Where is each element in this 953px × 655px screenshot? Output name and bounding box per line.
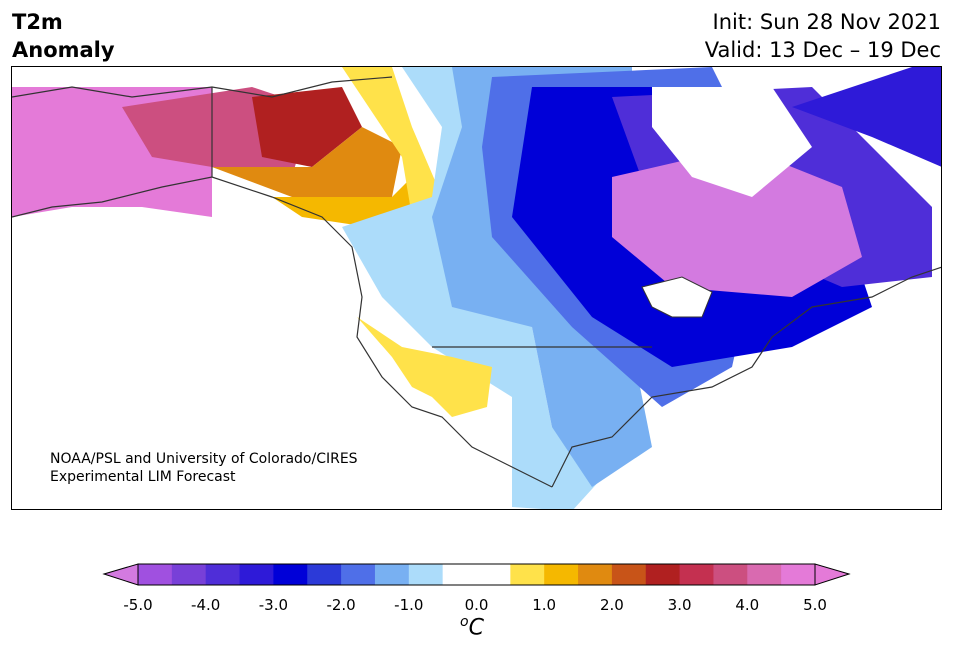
colorbar-tick-label: 3.0: [667, 596, 692, 614]
colorbar-segment: [374, 564, 410, 585]
colorbar-unit: oC: [460, 614, 484, 640]
colorbar-segment: [476, 564, 511, 585]
warm-anomaly-orange: [212, 127, 402, 197]
colorbar-segment: [171, 564, 207, 585]
warm-anomaly-yellow-north: [342, 67, 442, 217]
colorbar-segment: [611, 564, 647, 585]
colorbar-segment: [645, 564, 681, 585]
colorbar-segment: [510, 564, 545, 585]
credit-line-1: NOAA/PSL and University of Colorado/CIRE…: [50, 451, 358, 467]
colorbar-segment: [273, 564, 308, 585]
credit-text: NOAA/PSL and University of Colorado/CIRE…: [50, 450, 358, 486]
unit-celsius: C: [468, 615, 484, 641]
anomaly-map: NOAA/PSL and University of Colorado/CIRE…: [11, 66, 942, 510]
colorbar-tick-label: 4.0: [735, 596, 760, 614]
colorbar-tick-label: -4.0: [191, 596, 221, 614]
init-date: Init: Sun 28 Nov 2021: [712, 10, 941, 34]
warm-anomaly-southwest: [357, 317, 492, 417]
map-title: T2m Anomaly: [12, 8, 115, 64]
forecast-dates: Init: Sun 28 Nov 2021 Valid: 13 Dec – 19…: [705, 8, 941, 64]
colorbar-tick-label: -5.0: [123, 596, 153, 614]
colorbar-segment: [239, 564, 274, 585]
colorbar-segment: [205, 564, 241, 585]
colorbar-tick-label: -2.0: [326, 596, 356, 614]
colorbar-tick-label: -1.0: [394, 596, 424, 614]
coastlines: [12, 76, 941, 488]
colorbar-segment: [679, 564, 714, 585]
colorbar-segment: [408, 564, 444, 585]
colorbar-under-arrow: [102, 563, 139, 586]
colorbar-tick-label: 1.0: [532, 596, 557, 614]
colorbar-outline: [137, 563, 816, 586]
colorbar-tick-label: 2.0: [599, 596, 624, 614]
colorbar-segment: [781, 564, 816, 585]
unit-degree-symbol: o: [460, 614, 469, 630]
colorbar-tick-label: 0.0: [464, 596, 489, 614]
valid-range: Valid: 13 Dec – 19 Dec: [704, 38, 941, 62]
colorbar-segment: [307, 564, 342, 585]
credit-line-2: Experimental LIM Forecast: [50, 469, 236, 485]
colorbar-segment: [747, 564, 782, 585]
colorbar-over-arrow: [814, 563, 851, 586]
hudson-bay: [652, 87, 812, 197]
colorbar-segment: [138, 564, 173, 585]
colorbar-segment: [341, 564, 376, 585]
colorbar-segment: [544, 564, 579, 585]
colorbar-tick-label: -3.0: [258, 596, 289, 614]
colorbar-segments: [138, 564, 816, 585]
cold-anomaly-northeast: [792, 67, 941, 167]
map-canvas: [12, 67, 941, 509]
colorbar-segment: [713, 564, 748, 585]
colorbar-segment: [442, 564, 477, 585]
title-line-2: Anomaly: [12, 38, 115, 62]
great-lakes: [641, 276, 713, 318]
warm-anomaly-core: [252, 87, 362, 167]
colorbar-segment: [578, 564, 613, 585]
cold-anomaly-lavender: [612, 147, 862, 297]
colorbar-tick-label: 5.0: [803, 596, 827, 614]
title-line-1: T2m: [12, 10, 63, 34]
